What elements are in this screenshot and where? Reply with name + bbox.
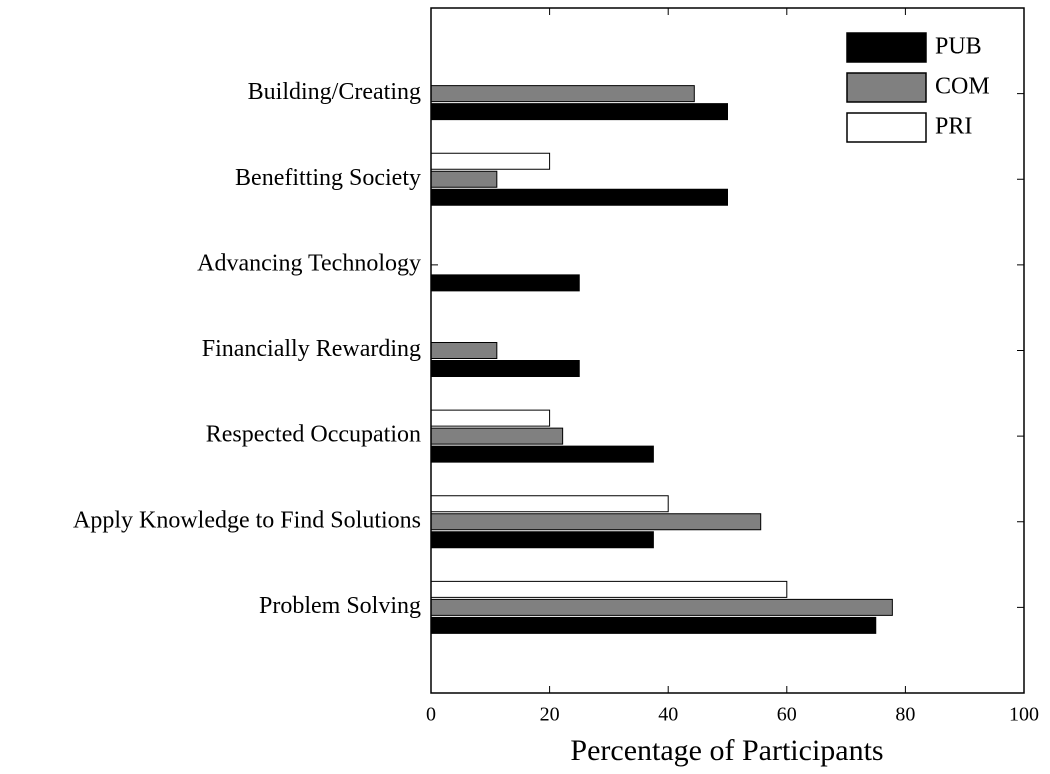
bar [430,170,498,188]
x-tick-label: 60 [777,704,797,726]
x-tick-label: 40 [658,704,678,726]
bar [430,85,695,103]
bar [430,531,654,549]
y-tick-label: Building/Creating [248,79,421,105]
x-tick-label: 80 [895,704,915,726]
bar [430,427,564,445]
y-tick-label: Problem Solving [259,593,421,619]
x-tick-label: 20 [540,704,560,726]
y-tick-label: Financially Rewarding [202,336,421,362]
legend-swatch [846,112,927,143]
bar [430,152,551,170]
bar [430,445,654,463]
legend-label: PUB [935,34,982,60]
bar [430,580,788,598]
y-tick-label: Apply Knowledge to Find Solutions [73,507,421,533]
plot-frame [430,7,1025,694]
bar [430,616,877,634]
bar [430,598,893,616]
x-tick-label: 0 [426,704,436,726]
bar [430,274,580,292]
bar [430,360,580,377]
legend-label: COM [935,74,990,100]
x-axis-label: Percentage of Participants [570,734,883,767]
bar [430,409,551,427]
y-tick-label: Respected Occupation [206,422,421,448]
y-tick-label: Advancing Technology [197,250,421,276]
legend-label: PRI [935,114,972,140]
bar [430,103,728,121]
legend-swatch [846,32,927,63]
bar [430,495,669,513]
bar [430,342,498,359]
y-tick-label: Benefitting Society [235,165,421,191]
x-tick-label: 100 [1009,704,1039,726]
legend-swatch [846,72,927,103]
bar [430,513,762,531]
bar [430,188,728,206]
